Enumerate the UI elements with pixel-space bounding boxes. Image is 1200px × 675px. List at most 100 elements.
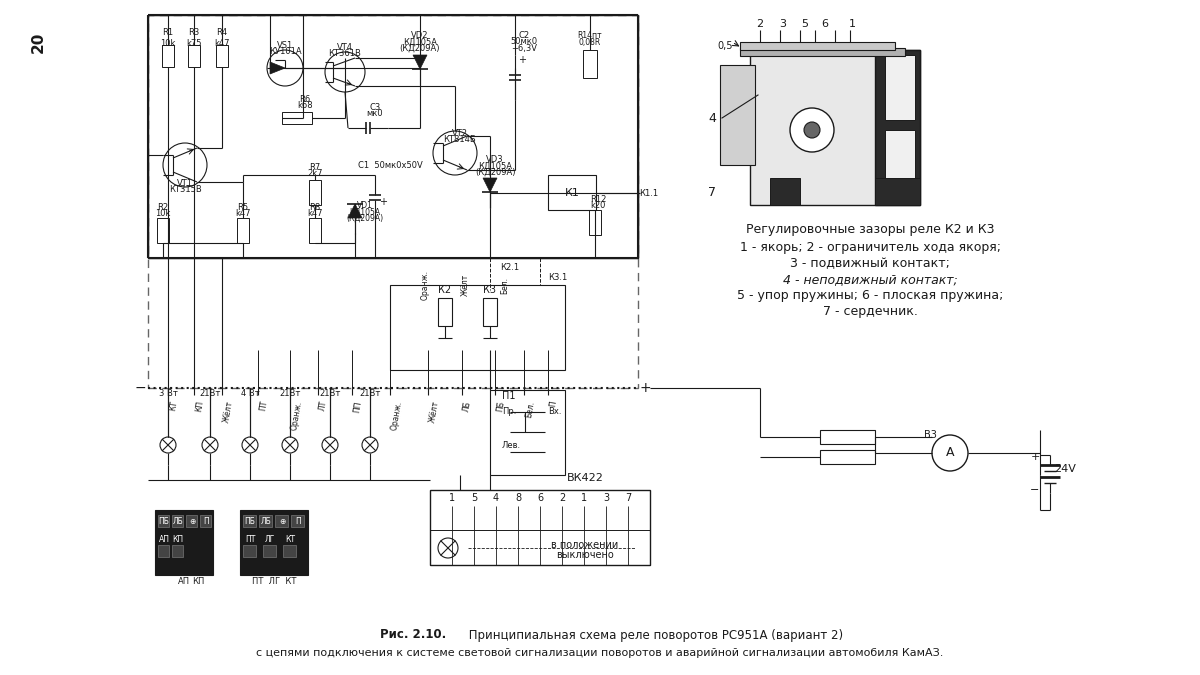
Polygon shape (348, 204, 362, 218)
Text: 6: 6 (822, 19, 828, 29)
Text: 3 - подвижный контакт;: 3 - подвижный контакт; (790, 257, 950, 271)
Text: R3
k75: R3 k75 (186, 28, 202, 48)
Text: Жёлт: Жёлт (428, 400, 440, 423)
Text: Регулировочные зазоры реле К2 и К3: Регулировочные зазоры реле К2 и К3 (745, 223, 995, 236)
Bar (263, 545, 276, 557)
Text: К1.1: К1.1 (640, 188, 659, 198)
Bar (240, 510, 308, 575)
Bar (292, 515, 304, 527)
Text: 3: 3 (780, 19, 786, 29)
Text: Рис. 2.10.: Рис. 2.10. (380, 628, 446, 641)
Text: 3 Вт: 3 Вт (158, 389, 178, 398)
Text: 1: 1 (581, 493, 587, 503)
Text: Лев.: Лев. (502, 441, 521, 450)
Text: КТ814Б: КТ814Б (444, 136, 476, 144)
Text: k47: k47 (307, 209, 323, 219)
Text: R5: R5 (238, 203, 248, 213)
Text: ЛБ: ЛБ (462, 400, 473, 412)
Text: 4: 4 (493, 493, 499, 503)
Bar (720, 65, 755, 165)
Polygon shape (270, 62, 286, 74)
Text: КД105А: КД105А (403, 38, 437, 47)
Text: R1
10k: R1 10k (161, 28, 175, 48)
Bar (172, 515, 182, 527)
Text: 7: 7 (625, 493, 631, 503)
Bar (242, 515, 256, 527)
Text: ПП: ПП (352, 400, 362, 413)
Bar (259, 515, 272, 527)
Bar (172, 545, 182, 557)
Text: VS1: VS1 (277, 40, 293, 49)
Text: +: + (379, 197, 386, 207)
Text: (КД209А): (КД209А) (347, 213, 384, 223)
Text: ⊕: ⊕ (278, 518, 286, 526)
Text: КУ101А: КУ101А (269, 47, 301, 57)
Text: Пр.: Пр. (502, 408, 516, 416)
Text: ПБ: ПБ (245, 518, 256, 526)
Text: К2: К2 (438, 285, 451, 295)
Text: R12: R12 (590, 196, 606, 205)
Polygon shape (413, 55, 427, 69)
Bar (430, 490, 650, 565)
Text: ЛТ: ЛТ (318, 400, 329, 412)
Bar (242, 545, 256, 557)
Polygon shape (482, 178, 497, 192)
Text: мк0: мк0 (367, 109, 383, 119)
Text: КТ361В: КТ361В (329, 49, 361, 59)
Text: ПБ: ПБ (496, 400, 505, 412)
Text: с цепями подключения к системе световой сигнализации поворотов и аварийной сигна: с цепями подключения к системе световой … (257, 648, 943, 658)
Bar (886, 55, 916, 120)
Text: R4
k47: R4 k47 (215, 28, 229, 48)
Text: К1: К1 (564, 188, 580, 198)
Text: 7 - сердечник.: 7 - сердечник. (822, 306, 918, 319)
Bar (750, 50, 920, 205)
Text: 0,5: 0,5 (718, 41, 733, 51)
Text: +: + (1031, 452, 1039, 462)
Bar (430, 530, 650, 565)
Text: ПТ  ЛГ  КТ: ПТ ЛГ КТ (252, 578, 296, 587)
Text: выключено: выключено (556, 550, 614, 560)
Text: П1: П1 (502, 391, 516, 401)
Text: 21Вт: 21Вт (359, 389, 380, 398)
Text: ПТ: ПТ (245, 535, 256, 545)
Text: П: П (203, 518, 209, 526)
Bar (589, 210, 601, 235)
Text: A: A (946, 446, 954, 460)
Text: k20: k20 (590, 202, 606, 211)
Text: КТ: КТ (286, 535, 295, 545)
Text: К3: К3 (484, 285, 497, 295)
Text: П: П (548, 400, 558, 407)
Text: К2.1: К2.1 (500, 263, 520, 273)
Text: 2: 2 (559, 493, 565, 503)
Text: C2: C2 (518, 32, 529, 40)
Bar (390, 285, 565, 370)
Bar (886, 130, 916, 195)
Bar (186, 515, 197, 527)
Text: АП: АП (158, 535, 169, 545)
Text: Бел.: Бел. (524, 400, 536, 418)
Text: Жёлт: Жёлт (222, 400, 235, 423)
Text: (КД209А): (КД209А) (400, 43, 440, 53)
Bar (490, 390, 565, 475)
Text: 20: 20 (30, 31, 46, 53)
Text: 8: 8 (515, 493, 521, 503)
Text: 5 - упор пружины; 6 - плоская пружина;: 5 - упор пружины; 6 - плоская пружина; (737, 290, 1003, 302)
Text: 10k: 10k (155, 209, 170, 219)
Text: КТ315В: КТ315В (169, 186, 202, 194)
Bar (162, 45, 174, 67)
Text: Бел.: Бел. (500, 277, 510, 294)
Text: в положении: в положении (551, 540, 619, 550)
Text: В3: В3 (924, 430, 936, 440)
Bar (200, 515, 211, 527)
Text: k68: k68 (298, 101, 313, 111)
Text: ПБ: ПБ (158, 518, 169, 526)
Bar (875, 178, 920, 205)
Bar (283, 545, 296, 557)
Text: R6: R6 (299, 95, 311, 105)
Text: 1 - якорь; 2 - ограничитель хода якоря;: 1 - якорь; 2 - ограничитель хода якоря; (739, 242, 1001, 254)
Text: П: П (295, 518, 301, 526)
Text: C1  50мк0x50V: C1 50мк0x50V (358, 161, 422, 169)
Text: −: − (1031, 485, 1039, 495)
Text: КД105А: КД105А (478, 161, 512, 171)
Text: 24V: 24V (1054, 464, 1076, 474)
